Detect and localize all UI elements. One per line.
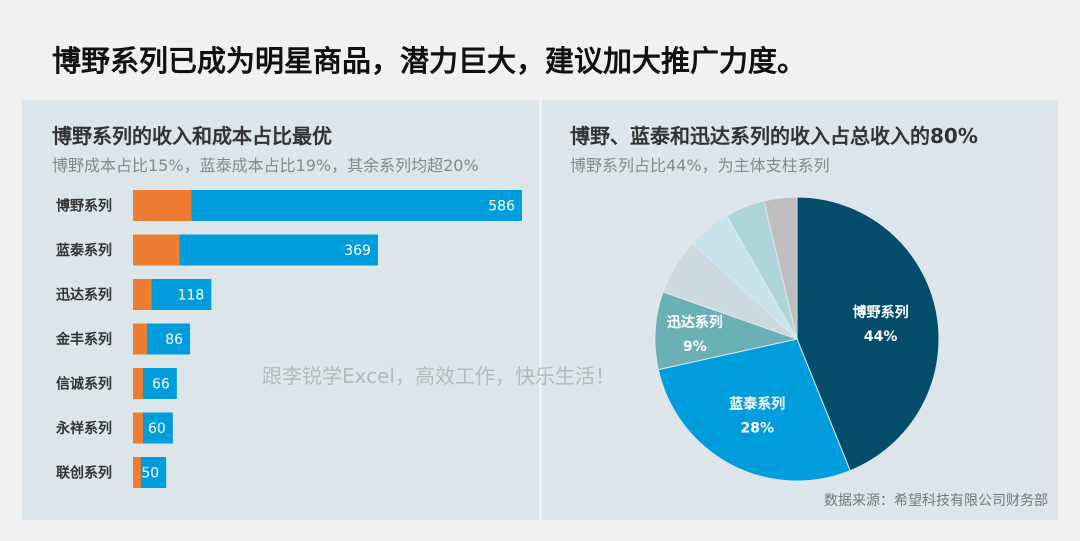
pie-slice-percent: 44%: [864, 329, 898, 345]
pie-chart-panel: 博野、蓝泰和迅达系列的收入占总收入的80% 博野系列占比44%，为主体支柱系列 …: [542, 100, 1058, 520]
bar-chart-title: 博野系列的收入和成本占比最优: [52, 124, 332, 148]
watermark: 跟李锐学Excel，高效工作，快乐生活！: [262, 364, 615, 388]
pie-slice: [657, 338, 851, 482]
cost-bar: [133, 368, 143, 399]
pie-slice: [763, 196, 798, 340]
pie-slice-name: 蓝泰系列: [729, 395, 785, 412]
bar-value-label: 118: [178, 288, 205, 304]
revenue-bar: [133, 190, 522, 221]
pie-slice: [796, 196, 940, 472]
pie-slice-percent: 9%: [683, 339, 707, 355]
pie-slice-name: 博野系列: [853, 304, 909, 321]
page-title: 博野系列已成为明星商品，潜力巨大，建议加大推广力度。: [52, 44, 807, 78]
bar-chart-subtitle: 博野成本占比15%，蓝泰成本占比19%，其余系列均超20%: [52, 156, 479, 175]
cost-bar: [133, 190, 192, 221]
bar-category-label: 蓝泰系列: [56, 242, 112, 259]
bar-category-label: 博野系列: [56, 198, 112, 215]
cost-bar: [133, 457, 141, 488]
bar-chart-panel: 博野系列的收入和成本占比最优 博野成本占比15%，蓝泰成本占比19%，其余系列均…: [22, 100, 539, 520]
bar-value-label: 50: [141, 466, 159, 482]
cost-bar: [133, 323, 147, 355]
bar-value-label: 369: [344, 243, 371, 259]
data-source: 数据来源：希望科技有限公司财务部: [824, 493, 1048, 509]
bar-value-label: 586: [488, 199, 515, 215]
pie-slice-name: 迅达系列: [667, 314, 723, 331]
bar-value-label: 86: [165, 332, 183, 348]
bar-category-label: 永祥系列: [55, 420, 112, 437]
bar-category-label: 迅达系列: [56, 287, 112, 304]
bar-category-label: 联创系列: [56, 465, 112, 482]
bar-category-label: 金丰系列: [55, 331, 112, 348]
pie-chart-subtitle: 博野系列占比44%，为主体支柱系列: [570, 156, 830, 175]
bar-category-label: 信诚系列: [56, 376, 112, 393]
bar-value-label: 60: [148, 421, 166, 437]
pie-chart-title: 博野、蓝泰和迅达系列的收入占总收入的80%: [570, 124, 978, 148]
cost-bar: [133, 279, 152, 310]
pie-slice-percent: 28%: [741, 420, 775, 436]
pie-chart: 博野系列 44% 蓝泰系列 28% 迅达系列 9%: [654, 196, 940, 482]
bar-chart: 博野系列 586 蓝泰系列 369 迅达系列 118 金丰系列 86 信诚系列 66 永祥系列 60 联…: [55, 190, 522, 488]
cost-bar: [133, 234, 180, 266]
bar-value-label: 66: [152, 377, 170, 393]
cost-bar: [133, 412, 143, 444]
